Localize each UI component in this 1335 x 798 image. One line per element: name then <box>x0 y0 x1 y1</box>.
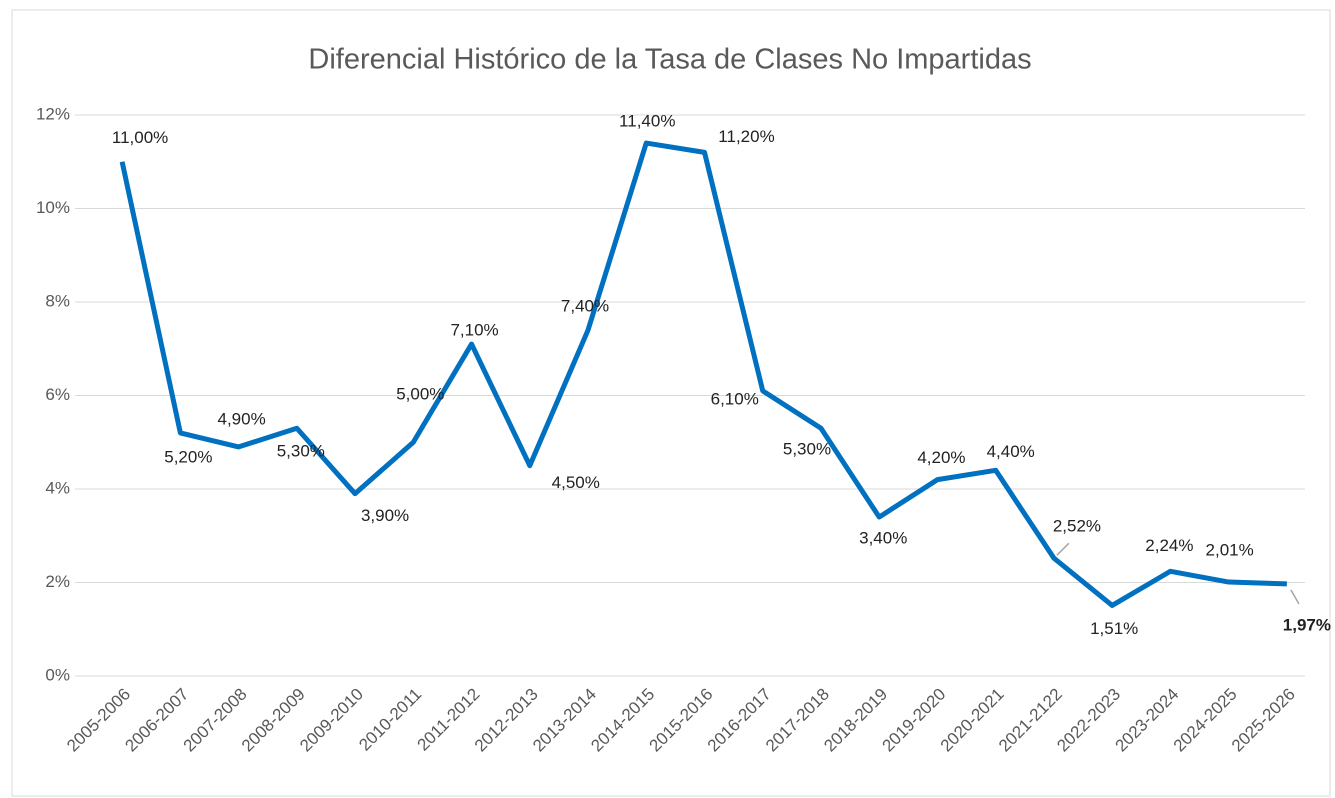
series-line <box>119 140 1287 608</box>
data-label: 7,10% <box>450 321 498 340</box>
y-tick-label: 10% <box>36 198 70 217</box>
data-label: 11,00% <box>112 128 168 147</box>
data-label: 4,50% <box>552 473 600 492</box>
chart-title: Diferencial Histórico de la Tasa de Clas… <box>308 44 1031 76</box>
y-tick-label: 6% <box>45 385 70 404</box>
data-label: 1,97% <box>1283 615 1331 634</box>
y-tick-label: 0% <box>45 665 70 684</box>
chart-frame <box>11 9 1331 797</box>
data-label: 4,40% <box>987 442 1035 461</box>
data-label: 11,40% <box>619 112 675 131</box>
data-label: 2,01% <box>1206 541 1254 560</box>
y-tick-label: 8% <box>45 291 70 310</box>
data-label: 6,10% <box>711 389 759 408</box>
data-label: 3,40% <box>859 529 907 548</box>
data-label: 3,90% <box>361 506 409 525</box>
leader-line <box>1056 542 1070 556</box>
data-label: 4,20% <box>917 448 965 467</box>
y-tick-label: 4% <box>45 478 70 497</box>
data-label: 5,20% <box>164 447 212 466</box>
data-label: 11,20% <box>718 127 774 146</box>
data-label: 5,30% <box>277 442 325 461</box>
leader-line <box>1290 589 1300 605</box>
y-tick-label: 12% <box>36 104 70 123</box>
data-label: 2,52% <box>1053 517 1101 536</box>
data-label: 7,40% <box>561 297 609 316</box>
data-label: 2,24% <box>1145 536 1193 555</box>
data-label: 1,51% <box>1090 619 1138 638</box>
data-label: 5,00% <box>396 385 444 404</box>
data-label: 4,90% <box>217 409 265 428</box>
y-tick-label: 2% <box>45 572 70 591</box>
data-label: 5,30% <box>783 440 831 459</box>
